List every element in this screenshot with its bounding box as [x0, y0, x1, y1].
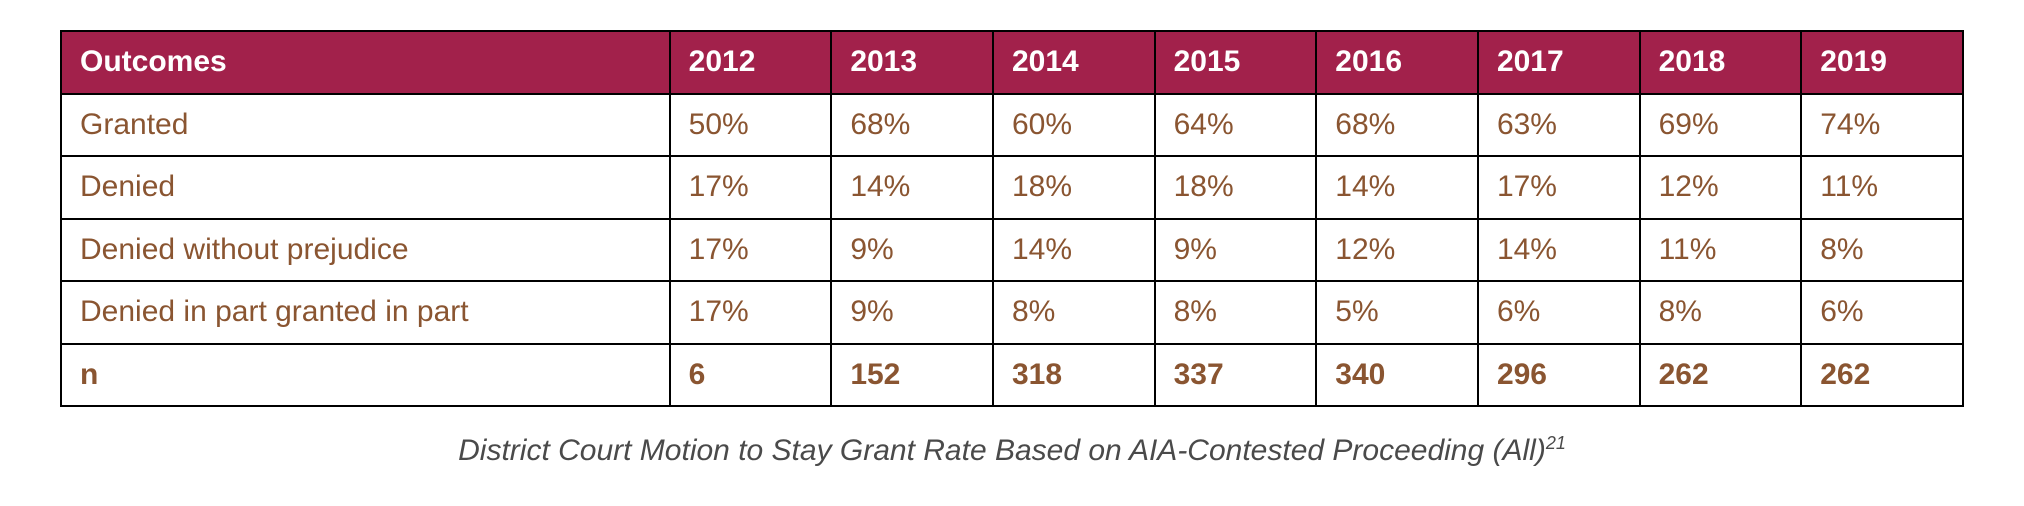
cell-value: 14% — [993, 219, 1155, 282]
table-header-row: Outcomes 2012 2013 2014 2015 2016 2017 2… — [61, 31, 1963, 94]
table-row: Granted50%68%60%64%68%63%69%74% — [61, 94, 1963, 157]
table-row: Denied17%14%18%18%14%17%12%11% — [61, 156, 1963, 219]
cell-value: 6 — [670, 344, 832, 407]
cell-value: 63% — [1478, 94, 1640, 157]
cell-value: 6% — [1478, 281, 1640, 344]
cell-value: 18% — [1155, 156, 1317, 219]
cell-value: 318 — [993, 344, 1155, 407]
cell-value: 69% — [1640, 94, 1802, 157]
caption-text: District Court Motion to Stay Grant Rate… — [458, 434, 1546, 467]
cell-value: 8% — [993, 281, 1155, 344]
cell-value: 9% — [1155, 219, 1317, 282]
cell-value: 17% — [1478, 156, 1640, 219]
table-row: Denied in part granted in part17%9%8%8%5… — [61, 281, 1963, 344]
cell-value: 262 — [1801, 344, 1963, 407]
cell-value: 18% — [993, 156, 1155, 219]
col-header-2018: 2018 — [1640, 31, 1802, 94]
cell-value: 50% — [670, 94, 832, 157]
cell-value: 152 — [831, 344, 993, 407]
col-header-2016: 2016 — [1316, 31, 1478, 94]
cell-value: 68% — [831, 94, 993, 157]
cell-value: 6% — [1801, 281, 1963, 344]
cell-value: 17% — [670, 156, 832, 219]
cell-value: 296 — [1478, 344, 1640, 407]
cell-value: 17% — [670, 281, 832, 344]
row-label: Granted — [61, 94, 670, 157]
table-caption: District Court Motion to Stay Grant Rate… — [60, 433, 1964, 468]
col-header-2012: 2012 — [670, 31, 832, 94]
cell-value: 17% — [670, 219, 832, 282]
cell-value: 9% — [831, 281, 993, 344]
cell-value: 337 — [1155, 344, 1317, 407]
col-header-2014: 2014 — [993, 31, 1155, 94]
cell-value: 68% — [1316, 94, 1478, 157]
cell-value: 9% — [831, 219, 993, 282]
table-row: Denied without prejudice17%9%14%9%12%14%… — [61, 219, 1963, 282]
cell-value: 8% — [1155, 281, 1317, 344]
cell-value: 14% — [1478, 219, 1640, 282]
col-header-outcomes: Outcomes — [61, 31, 670, 94]
cell-value: 8% — [1640, 281, 1802, 344]
cell-value: 262 — [1640, 344, 1802, 407]
cell-value: 11% — [1640, 219, 1802, 282]
row-label: Denied — [61, 156, 670, 219]
row-label: Denied in part granted in part — [61, 281, 670, 344]
cell-value: 8% — [1801, 219, 1963, 282]
cell-value: 14% — [1316, 156, 1478, 219]
cell-value: 5% — [1316, 281, 1478, 344]
cell-value: 60% — [993, 94, 1155, 157]
cell-value: 12% — [1316, 219, 1478, 282]
col-header-2015: 2015 — [1155, 31, 1317, 94]
outcomes-table: Outcomes 2012 2013 2014 2015 2016 2017 2… — [60, 30, 1964, 407]
cell-value: 340 — [1316, 344, 1478, 407]
cell-value: 12% — [1640, 156, 1802, 219]
cell-value: 64% — [1155, 94, 1317, 157]
cell-value: 74% — [1801, 94, 1963, 157]
col-header-2013: 2013 — [831, 31, 993, 94]
row-label: Denied without prejudice — [61, 219, 670, 282]
cell-value: 14% — [831, 156, 993, 219]
row-label: n — [61, 344, 670, 407]
caption-footnote: 21 — [1546, 433, 1566, 453]
table-row: n6152318337340296262262 — [61, 344, 1963, 407]
col-header-2017: 2017 — [1478, 31, 1640, 94]
table-body: Granted50%68%60%64%68%63%69%74%Denied17%… — [61, 94, 1963, 407]
cell-value: 11% — [1801, 156, 1963, 219]
col-header-2019: 2019 — [1801, 31, 1963, 94]
